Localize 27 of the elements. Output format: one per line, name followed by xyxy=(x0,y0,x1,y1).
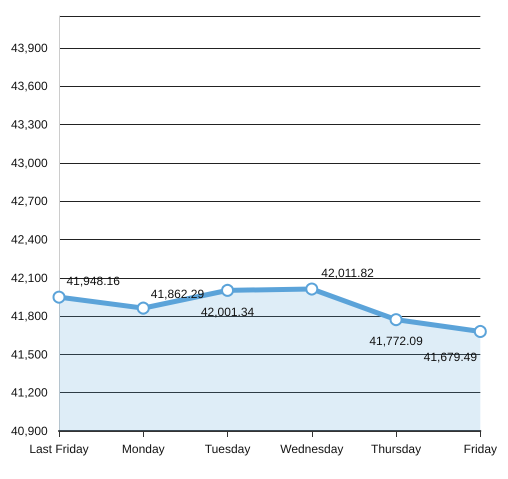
point xyxy=(390,313,403,326)
point xyxy=(305,282,318,296)
y-tick-label: 41,500 xyxy=(11,347,48,362)
data-label: 41,862.29 xyxy=(150,287,204,302)
y-tick-label: 43,000 xyxy=(11,156,48,170)
y-tick-label: 41,200 xyxy=(11,386,48,400)
y-tick-label: 42,100 xyxy=(11,270,48,285)
y-tick-label: 43,300 xyxy=(11,118,48,132)
point xyxy=(52,290,66,304)
x-tick-label: Last Friday xyxy=(29,442,89,456)
y-tick-label: 40,900 xyxy=(11,424,48,438)
y-tick-label: 42,400 xyxy=(11,232,48,246)
point xyxy=(221,284,234,297)
point xyxy=(136,302,150,315)
point xyxy=(474,324,487,338)
x-tick-label: Thursday xyxy=(371,442,422,456)
x-tick-label: Wednesday xyxy=(280,442,344,456)
data-label: 42,011.82 xyxy=(321,266,374,280)
x-tick-label: Friday xyxy=(464,442,497,456)
x-tick-label: Monday xyxy=(122,442,165,456)
data-label: 42,001.34 xyxy=(200,304,255,319)
y-tick-label: 43,600 xyxy=(11,79,48,94)
data-label: 41,772.09 xyxy=(369,334,424,348)
y-tick-label: 42,700 xyxy=(11,194,48,208)
y-tick-label: 43,900 xyxy=(11,40,48,55)
x-tick-label: Tuesday xyxy=(204,442,250,456)
y-tick-label: 41,800 xyxy=(11,309,48,324)
